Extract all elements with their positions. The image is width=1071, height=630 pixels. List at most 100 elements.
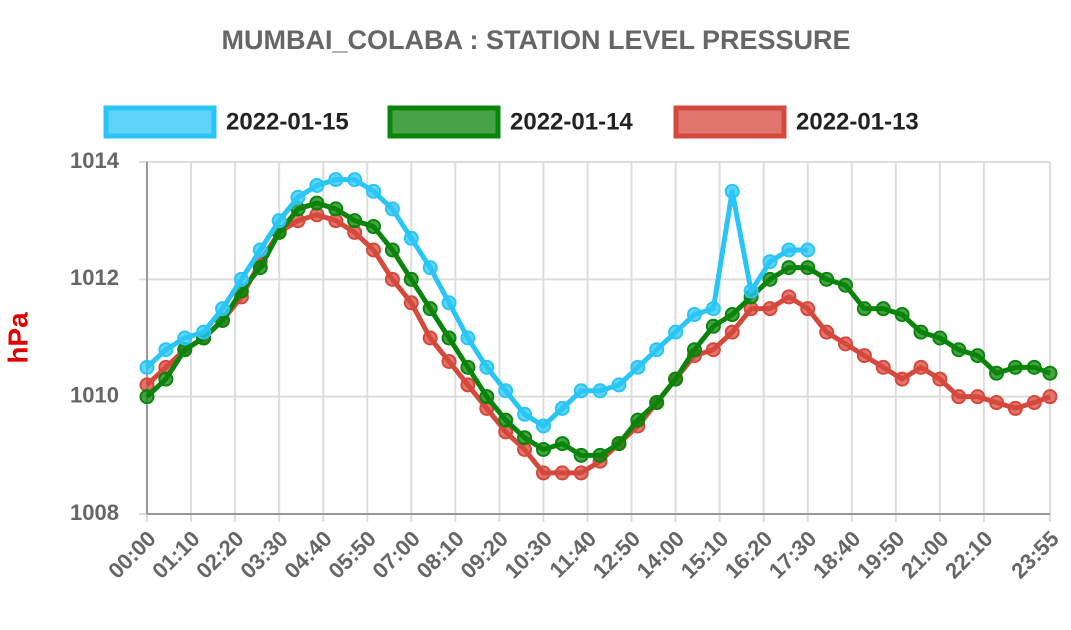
data-point xyxy=(989,395,1005,411)
data-point xyxy=(705,301,721,317)
data-point xyxy=(932,371,948,387)
data-point xyxy=(535,418,551,434)
data-point xyxy=(347,172,363,188)
data-point xyxy=(592,383,608,399)
data-point xyxy=(573,465,589,481)
x-tick-label: 09:20 xyxy=(456,526,513,583)
data-point xyxy=(649,395,665,411)
x-tick-label: 02:20 xyxy=(191,526,248,583)
data-point xyxy=(233,271,249,287)
data-point xyxy=(403,230,419,246)
x-tick-label: 21:00 xyxy=(896,526,953,583)
data-point xyxy=(875,359,891,375)
data-point xyxy=(781,289,797,305)
data-point xyxy=(328,201,344,217)
data-point xyxy=(630,412,646,428)
data-point xyxy=(668,324,684,340)
data-point xyxy=(139,359,155,375)
data-point xyxy=(781,260,797,276)
data-point xyxy=(951,342,967,358)
x-tick-label: 07:00 xyxy=(367,526,424,583)
data-point xyxy=(762,301,778,317)
data-point xyxy=(460,359,476,375)
data-point xyxy=(498,383,514,399)
data-point xyxy=(535,441,551,457)
data-point xyxy=(554,465,570,481)
data-point xyxy=(724,324,740,340)
y-tick-label: 1010 xyxy=(70,382,119,407)
x-tick-label: 22:10 xyxy=(940,526,997,583)
data-point xyxy=(894,371,910,387)
series-line xyxy=(145,177,808,429)
x-tick-label: 00:00 xyxy=(103,526,160,583)
data-point xyxy=(460,330,476,346)
data-point xyxy=(309,177,325,193)
data-point xyxy=(441,295,457,311)
x-tick-label: 05:50 xyxy=(323,526,380,583)
data-point xyxy=(422,260,438,276)
data-point xyxy=(573,447,589,463)
x-tick-label: 10:30 xyxy=(500,526,557,583)
data-point xyxy=(441,353,457,369)
x-tick-label: 01:10 xyxy=(147,526,204,583)
y-axis-label: hPa xyxy=(2,312,33,364)
data-point xyxy=(196,324,212,340)
data-point xyxy=(328,172,344,188)
y-tick-label: 1014 xyxy=(70,148,120,173)
x-tick-label: 23:55 xyxy=(1006,526,1063,583)
legend-swatch xyxy=(387,105,501,139)
data-point xyxy=(403,295,419,311)
data-point xyxy=(422,330,438,346)
data-point xyxy=(724,183,740,199)
legend-label: 2022-01-15 xyxy=(226,108,349,135)
data-point xyxy=(1042,365,1058,381)
data-point xyxy=(215,301,231,317)
data-point xyxy=(139,389,155,405)
data-point xyxy=(1007,400,1023,416)
data-point xyxy=(177,330,193,346)
data-point xyxy=(460,377,476,393)
x-tick-label: 12:50 xyxy=(588,526,645,583)
data-point xyxy=(252,242,268,258)
data-point xyxy=(686,307,702,323)
chart-title: MUMBAI_COLABA : STATION LEVEL PRESSURE xyxy=(221,25,850,55)
data-point xyxy=(894,307,910,323)
data-point xyxy=(800,260,816,276)
series-line xyxy=(145,212,1051,476)
y-tick-label: 1008 xyxy=(70,500,119,525)
data-point xyxy=(611,436,627,452)
data-point xyxy=(554,436,570,452)
data-point xyxy=(1042,389,1058,405)
data-point xyxy=(686,342,702,358)
data-point xyxy=(573,383,589,399)
data-point xyxy=(800,242,816,258)
data-point xyxy=(837,336,853,352)
x-tick-label: 03:30 xyxy=(235,526,292,583)
data-point xyxy=(1026,359,1042,375)
data-point xyxy=(819,324,835,340)
data-point xyxy=(819,271,835,287)
x-tick-label: 18:40 xyxy=(808,526,865,583)
x-tick-label: 19:50 xyxy=(852,526,909,583)
data-point xyxy=(535,465,551,481)
data-point xyxy=(724,307,740,323)
data-point xyxy=(611,377,627,393)
data-point xyxy=(913,324,929,340)
data-point xyxy=(517,406,533,422)
data-point xyxy=(366,183,382,199)
data-point xyxy=(1007,359,1023,375)
data-point xyxy=(366,219,382,235)
legend-label: 2022-01-13 xyxy=(796,108,919,135)
data-point xyxy=(384,242,400,258)
legend-swatch xyxy=(103,105,217,139)
data-point xyxy=(743,283,759,299)
x-tick-label: 08:10 xyxy=(412,526,469,583)
data-point xyxy=(630,359,646,375)
data-point xyxy=(837,277,853,293)
data-point xyxy=(366,242,382,258)
data-point xyxy=(762,254,778,270)
data-point xyxy=(158,342,174,358)
data-point xyxy=(403,271,419,287)
data-point xyxy=(856,301,872,317)
